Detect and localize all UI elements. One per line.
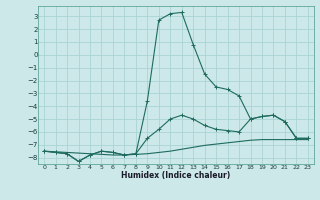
- X-axis label: Humidex (Indice chaleur): Humidex (Indice chaleur): [121, 171, 231, 180]
